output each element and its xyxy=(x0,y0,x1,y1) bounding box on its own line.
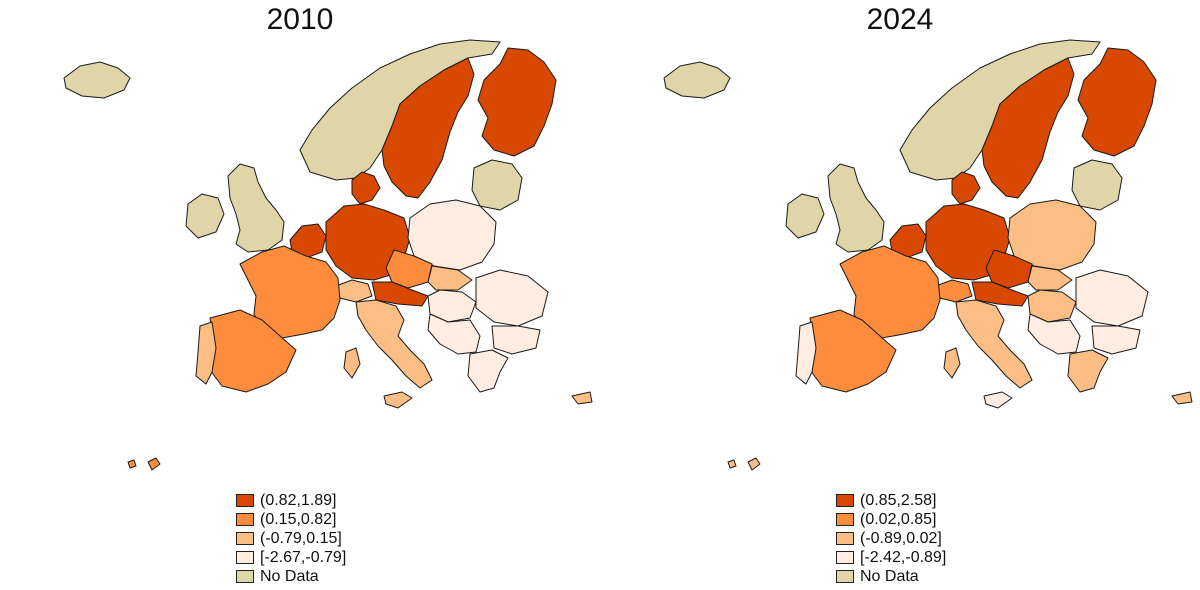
region-sicily xyxy=(383,391,413,409)
legend-label: [-2.42,-0.89] xyxy=(860,548,947,566)
legend: (0.82,1.89] (0.15,0.82] (-0.79,0.15] [-2… xyxy=(236,491,346,586)
panel-title: 2024 xyxy=(866,3,934,36)
region-canaries-2 xyxy=(747,457,761,471)
legend-item: (0.15,0.82] xyxy=(236,510,346,529)
region-norway xyxy=(899,39,1101,181)
region-norway xyxy=(299,39,501,181)
region-bulgaria xyxy=(1091,325,1141,355)
region-ireland xyxy=(185,193,225,239)
region-denmark xyxy=(951,171,981,205)
legend-swatch xyxy=(836,570,854,583)
region-greece xyxy=(467,349,509,393)
legend-swatch xyxy=(236,551,254,564)
region-cyprus xyxy=(571,391,593,405)
legend-label: No Data xyxy=(260,567,319,585)
region-ireland xyxy=(785,193,825,239)
region-italy xyxy=(955,299,1033,389)
region-sicily xyxy=(983,391,1013,409)
legend-label: (0.85,2.58] xyxy=(860,491,937,509)
panel-title: 2010 xyxy=(266,3,334,36)
region-slovakia xyxy=(1027,265,1073,291)
legend-swatch xyxy=(236,532,254,545)
region-baltics xyxy=(1071,159,1123,211)
legend-item: (-0.89,0.02] xyxy=(836,529,946,548)
region-france xyxy=(239,245,341,339)
region-portugal xyxy=(795,321,817,385)
region-sweden xyxy=(981,57,1075,199)
region-iceland xyxy=(663,61,731,99)
legend-item: (0.85,2.58] xyxy=(836,491,946,510)
region-great-britain xyxy=(227,163,285,253)
legend-item: No Data xyxy=(836,567,946,586)
choropleth-map-2010 xyxy=(63,39,593,471)
region-slovakia xyxy=(427,265,473,291)
region-poland xyxy=(407,199,497,271)
map-panel-2010: 2010 xyxy=(63,3,593,586)
legend-item: No Data xyxy=(236,567,346,586)
region-balkans xyxy=(427,313,481,355)
region-canaries xyxy=(127,459,137,469)
legend-item: (0.02,0.85] xyxy=(836,510,946,529)
legend-swatch xyxy=(836,513,854,526)
region-canaries-2 xyxy=(147,457,161,471)
region-sardinia xyxy=(343,347,361,379)
choropleth-map-2024 xyxy=(663,39,1193,471)
legend-swatch xyxy=(836,494,854,507)
legend-swatch xyxy=(236,494,254,507)
region-switzerland xyxy=(935,279,973,303)
region-romania xyxy=(1075,269,1149,327)
legend-swatch xyxy=(836,551,854,564)
region-italy xyxy=(355,299,433,389)
region-baltics xyxy=(471,159,523,211)
legend-item: [-2.42,-0.89] xyxy=(836,548,946,567)
region-bulgaria xyxy=(491,325,541,355)
region-greece xyxy=(1067,349,1109,393)
legend-label: (0.15,0.82] xyxy=(260,510,337,528)
region-czechia xyxy=(385,249,433,289)
legend-label: (0.02,0.85] xyxy=(860,510,937,528)
legend-label: [-2.67,-0.79] xyxy=(260,548,347,566)
region-finland xyxy=(1077,47,1157,157)
region-great-britain xyxy=(827,163,885,253)
legend-label: No Data xyxy=(860,567,919,585)
legend-item: (-0.79,0.15] xyxy=(236,529,346,548)
region-portugal xyxy=(195,321,217,385)
region-cyprus xyxy=(1171,391,1193,405)
region-sweden xyxy=(381,57,475,199)
legend-item: (0.82,1.89] xyxy=(236,491,346,510)
region-sardinia xyxy=(943,347,961,379)
map-panel-2024: 2024 xyxy=(600,0,1200,590)
region-denmark xyxy=(351,171,381,205)
region-switzerland xyxy=(335,279,373,303)
legend-swatch xyxy=(836,532,854,545)
region-czechia xyxy=(985,249,1033,289)
legend-swatch xyxy=(236,513,254,526)
legend-item: [-2.67,-0.79] xyxy=(236,548,346,567)
region-finland xyxy=(477,47,557,157)
region-balkans xyxy=(1027,313,1081,355)
region-poland xyxy=(1007,199,1097,271)
legend-label: (-0.79,0.15] xyxy=(260,529,342,547)
legend-swatch xyxy=(236,570,254,583)
region-france xyxy=(839,245,941,339)
legend-label: (-0.89,0.02] xyxy=(860,529,942,547)
region-canaries xyxy=(727,459,737,469)
region-iceland xyxy=(63,61,131,99)
region-romania xyxy=(475,269,549,327)
legend: (0.85,2.58] (0.02,0.85] (-0.89,0.02] [-2… xyxy=(836,491,946,586)
legend-label: (0.82,1.89] xyxy=(260,491,337,509)
